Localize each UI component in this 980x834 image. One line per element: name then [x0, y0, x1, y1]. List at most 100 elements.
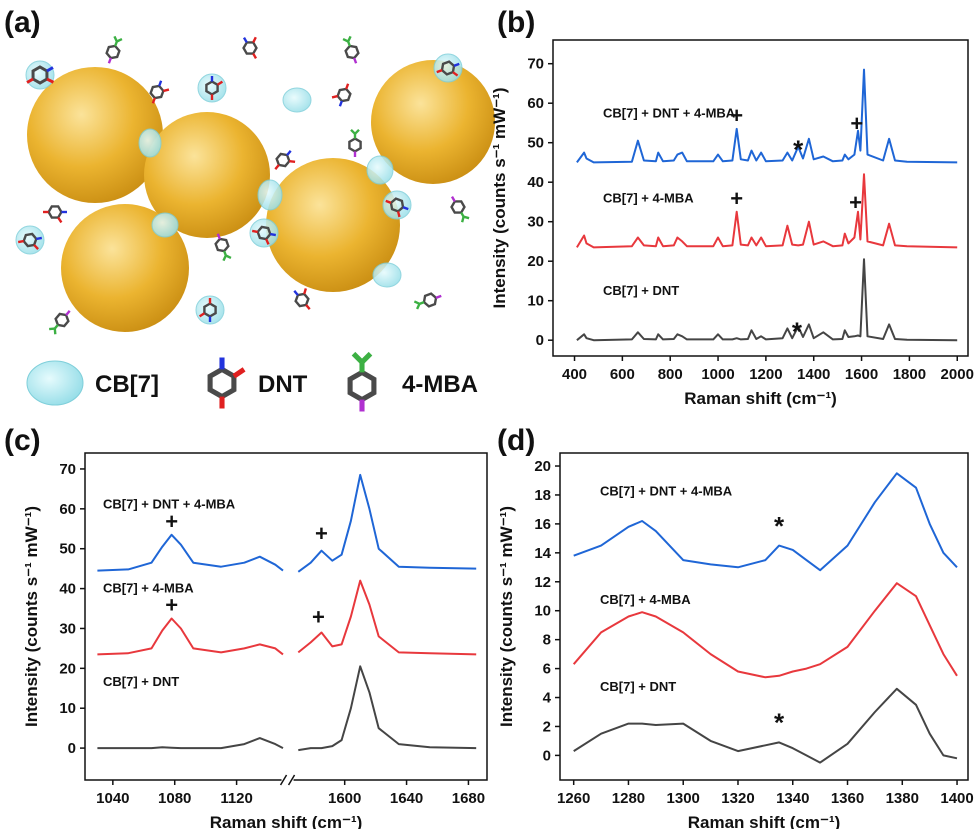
y-tick-label: 12: [534, 574, 551, 591]
x-tick-label: 1260: [557, 790, 590, 807]
x-tick-label: 1400: [797, 366, 830, 383]
y-tick-label: 20: [527, 253, 544, 270]
spectrum-line: [97, 579, 477, 656]
x-axis-label: Raman shift (cm⁻¹): [688, 813, 841, 829]
spectrum-line: [576, 173, 958, 249]
peak-marker: *: [793, 135, 804, 165]
axis-break: [287, 774, 296, 786]
peak-marker: *: [792, 316, 803, 346]
x-tick-label: 1280: [612, 790, 645, 807]
y-tick-label: 60: [527, 95, 544, 112]
x-tick-label: 1680: [452, 790, 485, 807]
y-tick-label: 30: [59, 620, 76, 637]
peak-marker: +: [315, 521, 328, 546]
legend-label: DNT: [258, 371, 308, 398]
panel-label: (b): [497, 6, 535, 39]
axis-break-gap: [281, 777, 294, 783]
y-tick-label: 20: [59, 660, 76, 677]
x-tick-label: 1320: [721, 790, 754, 807]
y-tick-label: 2: [543, 718, 551, 735]
series-label: CB[7] + DNT + 4-MBA: [603, 105, 736, 120]
y-tick-label: 18: [534, 487, 551, 504]
x-tick-label: 1400: [940, 790, 973, 807]
spectrum-line: [576, 258, 958, 342]
y-tick-label: 10: [527, 293, 544, 310]
y-axis-label: Intensity (counts s⁻¹ mW⁻¹): [22, 506, 41, 727]
y-tick-label: 50: [59, 541, 76, 558]
spectrum-line: [572, 582, 958, 679]
spectrum-line: [573, 687, 958, 764]
y-tick-label: 6: [543, 661, 551, 678]
y-tick-label: 10: [534, 603, 551, 620]
y-tick-label: 8: [543, 632, 551, 649]
legend-label: 4-MBA: [402, 371, 478, 398]
y-tick-label: 16: [534, 516, 551, 533]
x-tick-label: 1000: [701, 366, 734, 383]
y-tick-label: 0: [543, 747, 551, 764]
y-axis-label: Intensity (counts s⁻¹ mW⁻¹): [490, 88, 509, 309]
x-tick-label: 1600: [845, 366, 878, 383]
x-tick-label: 400: [562, 366, 587, 383]
y-tick-label: 30: [527, 214, 544, 231]
series-label: CB[7] + DNT: [600, 679, 676, 694]
x-tick-label: 2000: [941, 366, 974, 383]
x-tick-label: 1600: [328, 790, 361, 807]
y-tick-label: 40: [527, 174, 544, 191]
x-tick-label: 1640: [390, 790, 423, 807]
peak-marker: +: [165, 593, 178, 618]
y-tick-label: 14: [534, 545, 551, 562]
panel-a-diagram: [15, 31, 495, 411]
series-label: CB[7] + DNT: [603, 283, 679, 298]
y-tick-label: 10: [59, 700, 76, 717]
x-tick-label: 1380: [886, 790, 919, 807]
peak-marker: +: [312, 605, 325, 630]
series-label: CB[7] + DNT + 4-MBA: [103, 497, 236, 512]
x-tick-label: 1800: [893, 366, 926, 383]
y-tick-label: 4: [543, 690, 552, 707]
x-tick-label: 1200: [749, 366, 782, 383]
peak-marker: +: [730, 186, 743, 211]
peak-marker: +: [849, 190, 862, 215]
x-tick-label: 1080: [158, 790, 191, 807]
y-tick-label: 40: [59, 581, 76, 598]
series-label: CB[7] + DNT: [103, 674, 179, 689]
spectrum-line: [97, 473, 477, 573]
x-tick-label: 1300: [667, 790, 700, 807]
y-tick-label: 60: [59, 501, 76, 518]
panel-label: (d): [497, 424, 535, 457]
legend-label: CB[7]: [95, 371, 159, 398]
y-tick-label: 20: [534, 458, 551, 475]
x-axis-label: Raman shift (cm⁻¹): [210, 813, 363, 829]
x-tick-label: 1120: [220, 790, 253, 807]
plot-frame: [552, 39, 969, 357]
plot-frame: [559, 452, 969, 781]
peak-marker: *: [774, 708, 785, 738]
series-label: CB[7] + 4-MBA: [103, 580, 194, 595]
spectrum-line: [573, 472, 958, 572]
x-tick-label: 1040: [96, 790, 129, 807]
axis-break: [279, 774, 288, 786]
series-label: CB[7] + 4-MBA: [603, 190, 694, 205]
x-tick-label: 600: [610, 366, 635, 383]
series-label: CB[7] + 4-MBA: [600, 592, 691, 607]
peak-marker: *: [774, 511, 785, 541]
spectrum-line: [576, 68, 958, 164]
panel-label: (a): [4, 6, 41, 39]
y-tick-label: 50: [527, 135, 544, 152]
y-tick-label: 70: [59, 461, 76, 478]
x-tick-label: 1360: [831, 790, 864, 807]
x-axis-label: Raman shift (cm⁻¹): [684, 389, 837, 408]
panel-label: (c): [4, 424, 41, 457]
y-tick-label: 70: [527, 56, 544, 73]
x-tick-label: 800: [658, 366, 683, 383]
peak-marker: +: [730, 103, 743, 128]
x-tick-label: 1340: [776, 790, 809, 807]
peak-marker: +: [850, 111, 863, 136]
spectrum-line: [97, 665, 477, 752]
y-tick-label: 0: [536, 332, 544, 349]
peak-marker: +: [165, 509, 178, 534]
y-axis-label: Intensity (counts s⁻¹ mW⁻¹): [497, 506, 516, 727]
series-label: CB[7] + DNT + 4-MBA: [600, 484, 733, 499]
y-tick-label: 0: [68, 740, 76, 757]
